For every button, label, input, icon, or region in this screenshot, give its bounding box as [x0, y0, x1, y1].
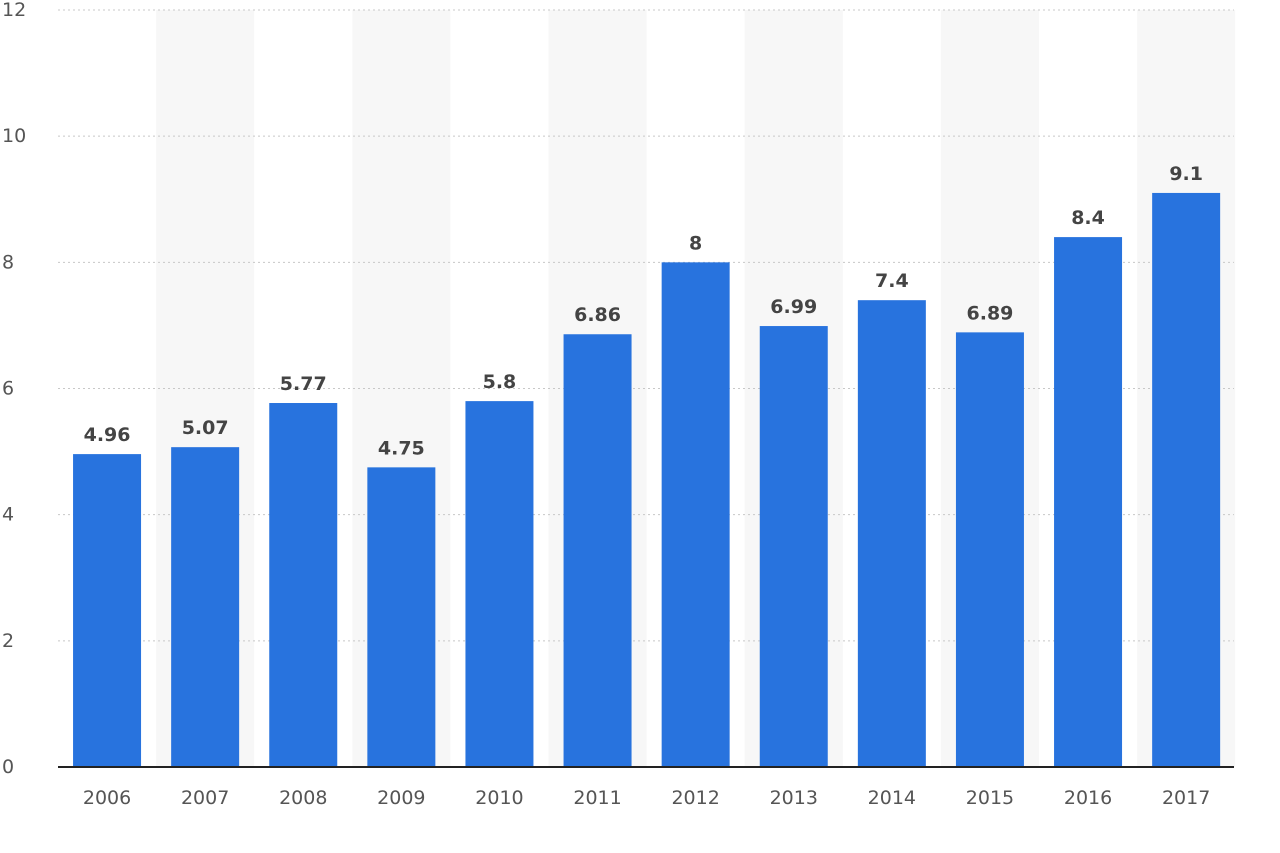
data-label: 9.1 [1169, 163, 1203, 185]
x-tick-label: 2009 [377, 787, 425, 809]
bar [563, 334, 632, 767]
x-tick-label: 2011 [573, 787, 621, 809]
data-label: 6.86 [574, 304, 621, 326]
data-label: 4.96 [84, 424, 131, 446]
y-axis: 0 2 4 6 8 10 12 [2, 0, 26, 778]
y-tick-label: 0 [2, 756, 14, 778]
bar [955, 332, 1024, 767]
x-tick-label: 2013 [770, 787, 818, 809]
bar [1152, 192, 1221, 768]
bars [73, 192, 1221, 768]
data-label: 7.4 [875, 270, 909, 292]
data-label: 8 [689, 232, 702, 254]
bar [661, 262, 730, 767]
x-axis: 2006 2007 2008 2009 2010 2011 2012 2013 2014 2015… [58, 766, 1234, 809]
x-tick-label: 2010 [475, 787, 523, 809]
x-tick-label: 2017 [1162, 787, 1210, 809]
gridlines [58, 9, 1234, 642]
bar [759, 326, 828, 767]
y-tick-label: 4 [2, 504, 14, 526]
x-tick-label: 2006 [83, 787, 131, 809]
bar [171, 447, 240, 767]
x-tick-label: 2007 [181, 787, 229, 809]
data-labels: 4.96 5.07 5.77 4.75 5.8 6.86 8 6.99 7.4 6.89 8.4 9.… [84, 163, 1203, 459]
x-tick-label: 2014 [868, 787, 916, 809]
x-tick-label: 2008 [279, 787, 327, 809]
bar [73, 454, 142, 767]
bar [857, 300, 926, 767]
y-tick-label: 12 [2, 0, 26, 21]
x-tick-label: 2015 [966, 787, 1014, 809]
y-tick-label: 6 [2, 378, 14, 400]
x-tick-label: 2012 [671, 787, 719, 809]
data-label: 4.75 [378, 437, 425, 459]
data-label: 5.77 [280, 373, 327, 395]
y-tick-label: 2 [2, 630, 14, 652]
bar [269, 403, 338, 767]
bar [367, 467, 436, 767]
y-tick-label: 10 [2, 125, 26, 147]
bar [465, 401, 534, 767]
data-label: 5.07 [182, 417, 229, 439]
data-label: 6.89 [967, 302, 1014, 324]
data-label: 8.4 [1071, 207, 1105, 229]
bar [1054, 237, 1123, 768]
data-label: 6.99 [770, 296, 817, 318]
x-tick-label: 2016 [1064, 787, 1112, 809]
data-label: 5.8 [483, 371, 517, 393]
y-tick-label: 8 [2, 251, 14, 273]
